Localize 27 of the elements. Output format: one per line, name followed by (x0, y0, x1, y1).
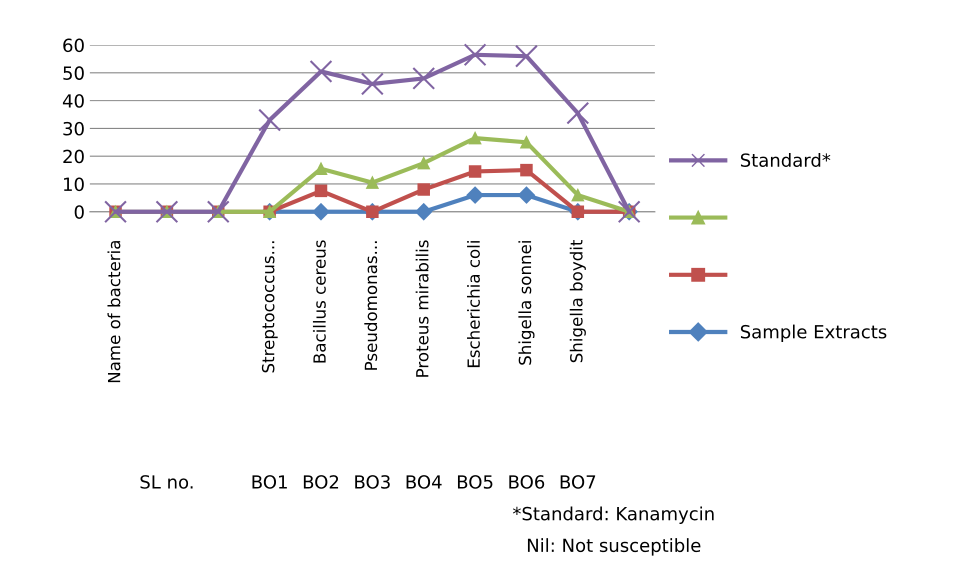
y-tick-label: 30 (63, 122, 84, 136)
text: BO6 (509, 475, 544, 489)
y-tick-label: 40 (62, 94, 84, 108)
text: BO7 (560, 475, 596, 489)
text: BO2 (304, 475, 338, 489)
text: BO4 (406, 475, 442, 489)
legend-label: Standard* (740, 152, 830, 167)
x-tick-label: Proteus mirabilis (416, 240, 429, 377)
x-tick-label: Streptococcus... (262, 241, 278, 372)
text: SL no. (140, 475, 193, 489)
x-tick-label: Pseudomonas... (364, 241, 378, 370)
text: BO3 (355, 475, 390, 489)
legend-label: Sample Extracts (740, 324, 886, 342)
x-tick-label: Name of bacteria (107, 241, 120, 382)
x-tick-label: Bacillus cereus (312, 240, 326, 363)
x-tick-label: Shigella boydit (570, 240, 586, 362)
x-tick-label: Shigella sonnei (518, 241, 535, 365)
text: BO5 (458, 475, 492, 489)
y-tick-label: 0 (74, 205, 84, 219)
y-tick-label: 20 (63, 150, 84, 164)
text: Nil: Not susceptible (528, 538, 700, 556)
x-tick-label: Escherichia coli (467, 241, 480, 368)
y-tick-label: 10 (64, 177, 84, 192)
y-tick-label: 60 (63, 38, 84, 52)
text: BO1 (252, 475, 287, 489)
text: *Standard: Kanamycin (512, 506, 714, 524)
y-tick-label: 50 (63, 66, 84, 80)
